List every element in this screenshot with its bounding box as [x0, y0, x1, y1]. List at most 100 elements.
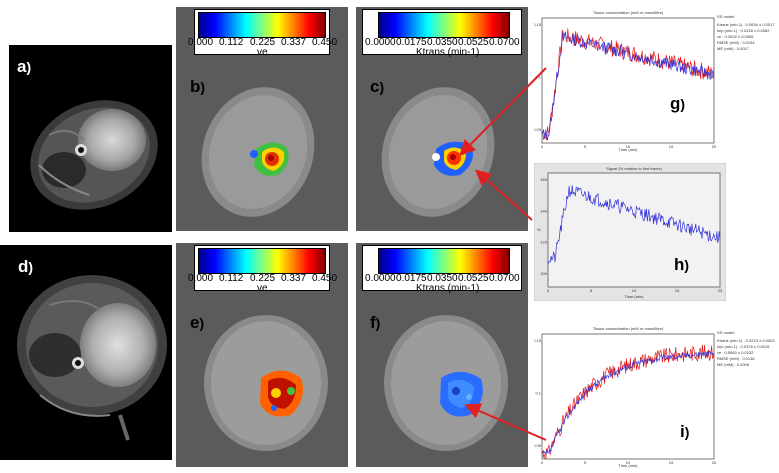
label-h: h) [674, 255, 690, 274]
ve-tick-4: 0.450 [312, 37, 338, 48]
plot-i-xtick-0: 0 [541, 460, 544, 465]
plot-g-blue-curve [541, 30, 715, 141]
plot-g-legend-0: Ktrans (min-1) : 0.0634 ± 0.0017 [717, 22, 775, 27]
colorbar-ve-b [198, 12, 326, 38]
plot-g-svg: Tissue concentration (mM or mmol/litre) … [533, 6, 779, 152]
mri-d-drawing [17, 275, 167, 441]
ktrans-tick-f-1: 0.0175 [396, 273, 427, 284]
plot-i-legend-4: ME (mM) : 0.0008 [717, 362, 750, 367]
plot-h-ylabel: % [537, 227, 541, 232]
plot-h-xtick-1: 5 [590, 288, 593, 293]
plot-h-xtick-2: 10 [632, 288, 637, 293]
ktrans-tick-c-3: 0.0525 [458, 37, 489, 48]
plot-i-legend-2: ve : 0.5660 ± 0.0232 [717, 350, 754, 355]
plot-h-xlabel: Time (min) [625, 294, 645, 299]
plot-g-ytick-2: 0.05 [534, 127, 542, 132]
ktrans-label-c: Ktrans (min-1) [416, 47, 480, 58]
plot-g-xtick-0: 0 [541, 144, 544, 149]
plot-h-svg: Signal (% relative to first frame) Time … [533, 162, 727, 302]
ktrans-tick-f-0: 0.0000 [365, 273, 396, 284]
arrow-c-to-h [475, 169, 533, 221]
ve-tick-e-4: 0.450 [312, 273, 338, 284]
ve-tick-0: 0.000 [188, 37, 214, 48]
ktrans-tick-f-4: 0.0700 [489, 273, 520, 284]
plot-h-ytick-2: 120 [540, 240, 547, 245]
ve-label-e: ve [257, 283, 268, 294]
ve-tick-e-2: 0.225 [250, 273, 276, 284]
plot-i-legend-title: SS model [717, 330, 734, 335]
label-e: e) [190, 313, 205, 332]
ve-tick-3: 0.337 [281, 37, 307, 48]
plot-g-legend-4: ME (mM) : 0.0017 [717, 46, 750, 51]
plot-i-ytick-0: 0.15 [534, 338, 542, 343]
label-c: c) [370, 77, 385, 96]
ve-tick-e-3: 0.337 [281, 273, 307, 284]
ve-tick-e-0: 0.000 [188, 273, 214, 284]
ktrans-label-f: Ktrans (min-1) [416, 283, 480, 294]
plot-h-xtick-3: 15 [675, 288, 680, 293]
plot-g-xtick-2: 10 [626, 144, 631, 149]
plot-i-xtick-4: 20 [712, 460, 717, 465]
plot-h-title: Signal (% relative to first frame) [606, 166, 662, 171]
ve-map-b [201, 87, 315, 217]
ktrans-tick-c-0: 0.0000 [365, 37, 396, 48]
plot-g-ytick-0: 0.15 [534, 22, 542, 27]
plot-g-title: Tissue concentration (mM or mmol/litre) [593, 10, 664, 15]
label-g: g) [670, 94, 686, 113]
panel-c: 0.0000 0.0175 0.0350 0.0525 0.0700 Ktran… [356, 7, 528, 231]
plot-g-legend-2: ve : 0.2632 ± 0.0065 [717, 34, 754, 39]
plot-g-xtick-3: 15 [669, 144, 674, 149]
ktrans-tick-f-3: 0.0525 [458, 273, 489, 284]
plot-g: Tissue concentration (mM or mmol/litre) … [533, 6, 779, 152]
plot-g-legend-3: RMSE (mM) : 0.0164 [717, 40, 755, 45]
plot-i-blue-curve [541, 350, 715, 456]
plot-g-xtick-1: 5 [584, 144, 587, 149]
ktrans-tick-c-2: 0.0350 [427, 37, 458, 48]
plot-i-xtick-1: 5 [584, 460, 587, 465]
plot-h-blue-curve [547, 185, 721, 265]
ve-map-e [204, 315, 328, 451]
ve-tick-e-1: 0.112 [219, 273, 244, 284]
plot-i-legend-1: kep (min-1) : 0.0376 ± 0.0015 [717, 344, 770, 349]
plot-h: Signal (% relative to first frame) Time … [533, 162, 727, 302]
plot-i-ytick-2: 0.05 [534, 443, 542, 448]
plot-i: Tissue concentration (mM or mmol/litre) … [533, 322, 779, 468]
label-b: b) [190, 77, 206, 96]
plot-g-xlabel: Time (min) [619, 147, 639, 152]
panel-f: 0.0000 0.0175 0.0350 0.0525 0.0700 Ktran… [356, 243, 528, 467]
colorbar-ve-e [198, 248, 326, 274]
plot-h-xtick-0: 0 [547, 288, 550, 293]
plot-g-legend-1: kep (min-1) : 0.2418 ± 0.0082 [717, 28, 770, 33]
plot-i-xlabel: Time (min) [619, 463, 639, 468]
panel-e: 0.000 0.112 0.225 0.337 0.450 ve e) [176, 243, 348, 467]
mri-image-a: a) [9, 45, 172, 232]
colorbar-ktrans-c [378, 12, 510, 38]
ktrans-map-c [381, 87, 495, 217]
ktrans-tick-c-4: 0.0700 [489, 37, 520, 48]
label-i: i) [680, 422, 690, 441]
plot-h-ytick-3: 100 [540, 271, 547, 276]
plot-i-svg: Tissue concentration (mM or mmol/litre) … [533, 322, 779, 468]
ve-tick-2: 0.225 [250, 37, 276, 48]
plot-h-ytick-1: 140 [540, 208, 547, 213]
plot-i-xtick-2: 10 [626, 460, 631, 465]
arrow-c-to-g [459, 67, 547, 156]
ve-label-b: ve [257, 47, 268, 58]
panel-b: 0.000 0.112 0.225 0.337 0.450 ve b) [176, 7, 348, 231]
plot-g-legend-title: SS model [717, 14, 734, 19]
plot-g-ytick-1: 0.1 [535, 75, 541, 80]
plot-i-ytick-1: 0.1 [535, 391, 541, 396]
mri-a-drawing [30, 100, 158, 210]
mri-image-d: d) [0, 245, 172, 460]
ktrans-tick-f-2: 0.0350 [427, 273, 458, 284]
plot-i-title: Tissue concentration (mM or mmol/litre) [593, 326, 664, 331]
label-a: a) [17, 57, 32, 76]
ktrans-tick-c-1: 0.0175 [396, 37, 427, 48]
colorbar-ktrans-f [378, 248, 510, 274]
plot-h-xtick-4: 20 [718, 288, 723, 293]
plot-h-ytick-0: 160 [540, 177, 547, 182]
plot-i-legend-3: RMSE (mM) : 0.0136 [717, 356, 755, 361]
arrow-f-to-i [464, 403, 547, 441]
label-d: d) [18, 257, 34, 276]
